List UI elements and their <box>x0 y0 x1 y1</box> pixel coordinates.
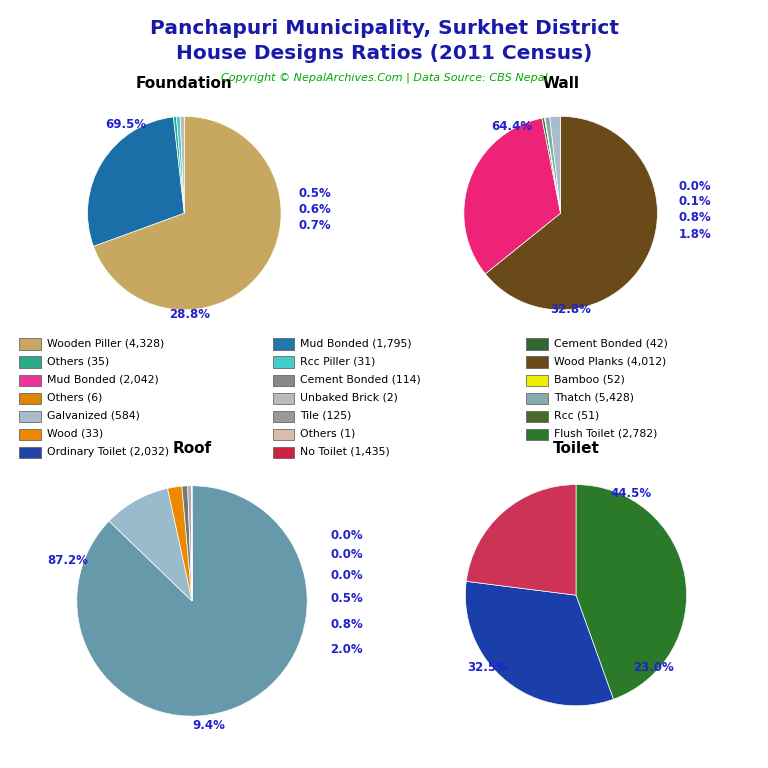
Bar <box>19 375 41 386</box>
Text: Cement Bonded (42): Cement Bonded (42) <box>554 338 667 348</box>
Title: Wall: Wall <box>542 76 579 91</box>
Text: 0.7%: 0.7% <box>299 219 331 232</box>
Wedge shape <box>182 486 192 601</box>
Bar <box>273 339 294 349</box>
Text: Others (1): Others (1) <box>300 429 356 439</box>
Bar <box>526 339 548 349</box>
Wedge shape <box>465 581 614 706</box>
Bar <box>273 447 294 458</box>
Wedge shape <box>466 485 576 595</box>
Wedge shape <box>545 118 561 214</box>
Bar <box>526 375 548 386</box>
Bar <box>19 339 41 349</box>
Wedge shape <box>187 486 192 601</box>
Text: 64.4%: 64.4% <box>492 120 533 133</box>
Text: Wooden Piller (4,328): Wooden Piller (4,328) <box>47 338 164 348</box>
Text: 87.2%: 87.2% <box>48 554 88 567</box>
Text: 0.0%: 0.0% <box>330 548 362 561</box>
Text: Thatch (5,428): Thatch (5,428) <box>554 392 634 402</box>
Text: 0.5%: 0.5% <box>299 187 331 200</box>
Wedge shape <box>550 117 561 214</box>
Text: 0.8%: 0.8% <box>679 211 711 224</box>
Wedge shape <box>576 485 687 699</box>
Text: 0.0%: 0.0% <box>679 180 711 193</box>
Text: 44.5%: 44.5% <box>611 487 652 500</box>
Bar <box>19 429 41 440</box>
Text: Mud Bonded (1,795): Mud Bonded (1,795) <box>300 338 412 348</box>
Bar <box>19 411 41 422</box>
Bar <box>273 375 294 386</box>
Text: 0.0%: 0.0% <box>330 529 362 541</box>
Text: 0.8%: 0.8% <box>330 617 363 631</box>
Wedge shape <box>167 486 192 601</box>
Wedge shape <box>542 118 561 214</box>
Wedge shape <box>174 117 184 214</box>
Bar <box>19 447 41 458</box>
Text: 9.4%: 9.4% <box>193 719 226 732</box>
Text: Cement Bonded (114): Cement Bonded (114) <box>300 374 421 384</box>
Text: 0.1%: 0.1% <box>679 195 711 208</box>
Text: Copyright © NepalArchives.Com | Data Source: CBS Nepal: Copyright © NepalArchives.Com | Data Sou… <box>220 73 548 84</box>
Wedge shape <box>485 117 657 310</box>
Bar <box>526 356 548 368</box>
Bar <box>526 429 548 440</box>
Text: Bamboo (52): Bamboo (52) <box>554 374 624 384</box>
Text: 32.5%: 32.5% <box>467 660 508 674</box>
Text: 23.0%: 23.0% <box>633 660 674 674</box>
Text: Galvanized (584): Galvanized (584) <box>47 411 140 421</box>
Text: Flush Toilet (2,782): Flush Toilet (2,782) <box>554 429 657 439</box>
Wedge shape <box>109 488 192 601</box>
Text: Tile (125): Tile (125) <box>300 411 352 421</box>
Text: 0.0%: 0.0% <box>330 569 362 582</box>
Text: Unbaked Brick (2): Unbaked Brick (2) <box>300 392 398 402</box>
Bar <box>273 356 294 368</box>
Wedge shape <box>464 118 561 274</box>
Text: No Toilet (1,435): No Toilet (1,435) <box>300 447 390 457</box>
Text: 2.0%: 2.0% <box>330 643 362 656</box>
Text: Wood Planks (4,012): Wood Planks (4,012) <box>554 356 666 366</box>
Text: 32.8%: 32.8% <box>550 303 591 316</box>
Text: 69.5%: 69.5% <box>106 118 147 131</box>
Wedge shape <box>177 117 184 214</box>
Text: Panchapuri Municipality, Surkhet District
House Designs Ratios (2011 Census): Panchapuri Municipality, Surkhet Distric… <box>150 19 618 63</box>
Title: Roof: Roof <box>173 441 211 455</box>
Title: Toilet: Toilet <box>552 441 600 455</box>
Text: 0.6%: 0.6% <box>299 203 331 216</box>
Bar <box>526 411 548 422</box>
Bar <box>19 356 41 368</box>
Bar <box>526 392 548 404</box>
Text: 1.8%: 1.8% <box>679 228 711 241</box>
Text: Others (6): Others (6) <box>47 392 102 402</box>
Bar <box>273 411 294 422</box>
Wedge shape <box>180 117 184 214</box>
Bar <box>19 392 41 404</box>
Wedge shape <box>545 117 561 214</box>
Title: Foundation: Foundation <box>136 76 233 91</box>
Text: Others (35): Others (35) <box>47 356 109 366</box>
Bar <box>273 429 294 440</box>
Text: 28.8%: 28.8% <box>169 308 210 321</box>
Text: Wood (33): Wood (33) <box>47 429 103 439</box>
Text: 0.5%: 0.5% <box>330 592 363 605</box>
Wedge shape <box>94 117 281 310</box>
Wedge shape <box>88 117 184 247</box>
Text: Mud Bonded (2,042): Mud Bonded (2,042) <box>47 374 159 384</box>
Bar <box>273 392 294 404</box>
Text: Ordinary Toilet (2,032): Ordinary Toilet (2,032) <box>47 447 169 457</box>
Text: Rcc Piller (31): Rcc Piller (31) <box>300 356 376 366</box>
Wedge shape <box>77 486 307 716</box>
Text: Rcc (51): Rcc (51) <box>554 411 599 421</box>
